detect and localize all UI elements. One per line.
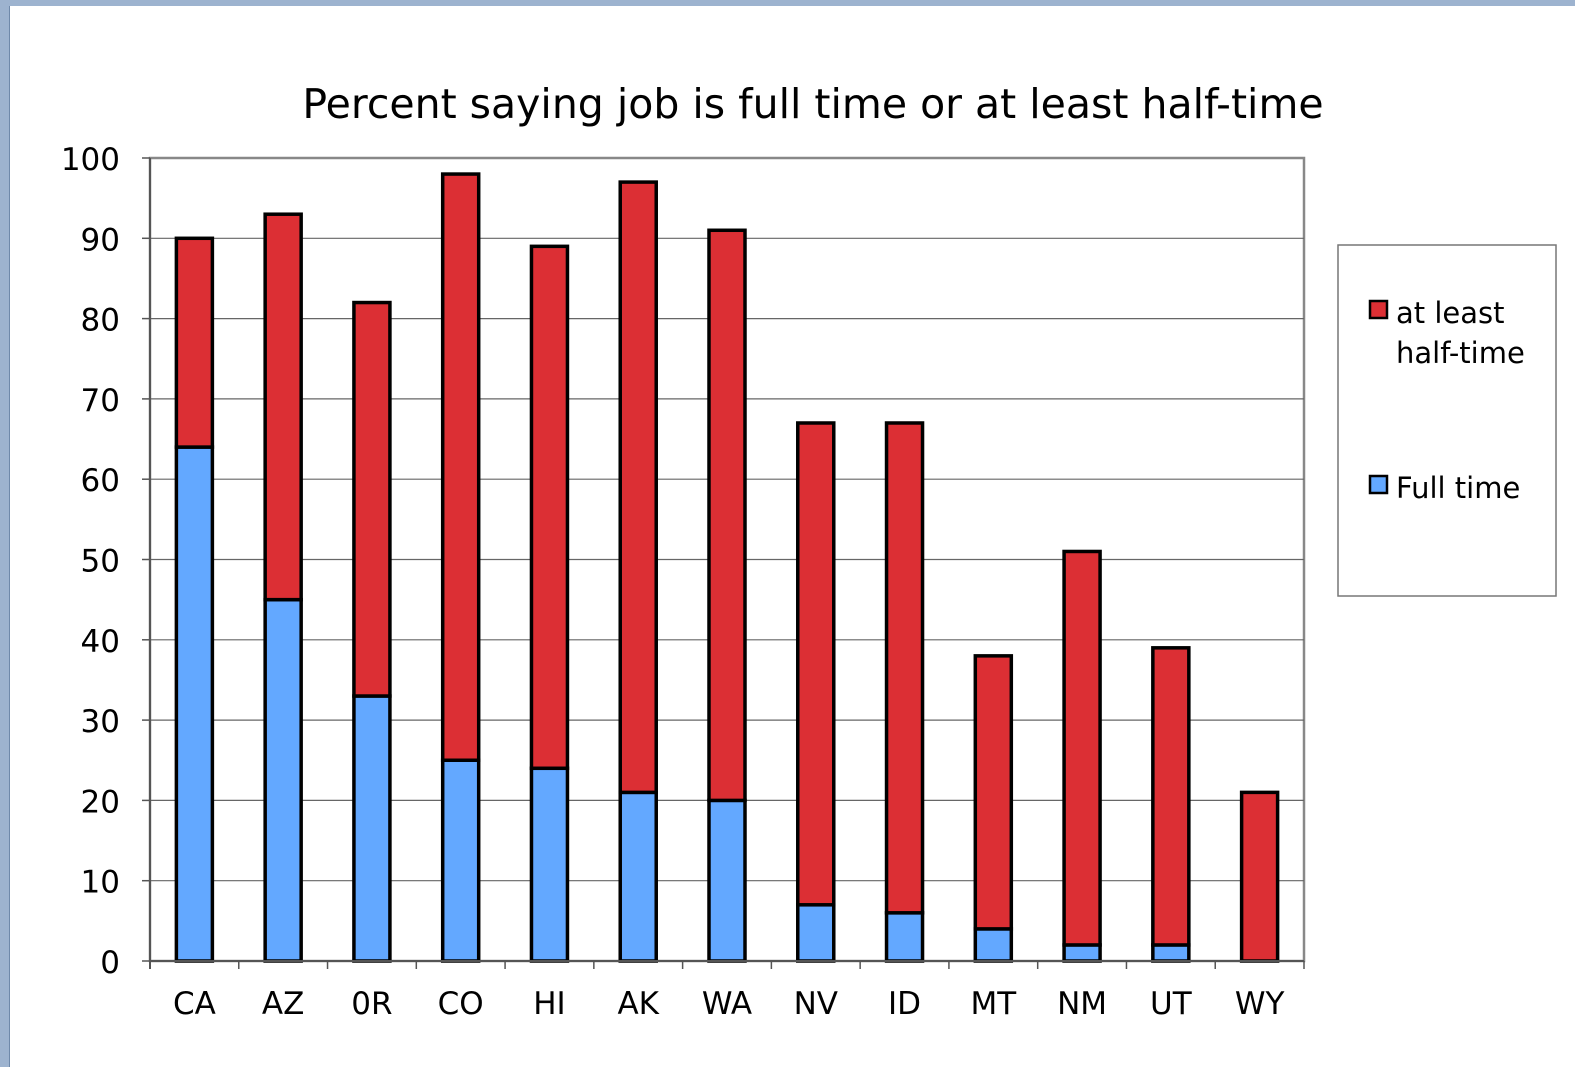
y-tick-label: 20 xyxy=(81,784,120,820)
x-tick-label: WY xyxy=(1235,986,1285,1022)
bar-segment xyxy=(529,766,570,963)
x-tick-label: AZ xyxy=(262,986,304,1022)
x-tick-label: NV xyxy=(794,986,838,1022)
bar-segment xyxy=(1151,943,1191,963)
x-tick-label: CO xyxy=(438,986,484,1022)
bar-segment xyxy=(884,421,925,915)
axes: 0 10 20 30 40 50 60 70 80 90 100 CA AZ 0R CO HI AK WA NV ID… xyxy=(61,142,1305,1022)
bar-segment xyxy=(1151,646,1191,947)
y-tick-label: 70 xyxy=(81,383,120,419)
bar-segment xyxy=(884,911,925,963)
x-tick-label: ID xyxy=(888,986,921,1022)
x-tick-label: AK xyxy=(617,986,659,1022)
bar-segment xyxy=(1062,549,1102,947)
bar-segment xyxy=(618,180,658,795)
bar-segment xyxy=(618,790,658,963)
y-tick-label: 100 xyxy=(61,142,120,178)
bar-segment xyxy=(174,445,215,963)
legend-label: at least xyxy=(1396,296,1505,330)
bar-segment xyxy=(263,212,303,602)
legend-label: half-time xyxy=(1396,336,1525,370)
y-tick-label: 80 xyxy=(81,303,120,339)
slide-top-border xyxy=(0,0,1575,6)
x-tick-label: CA xyxy=(173,986,216,1022)
bar-segment xyxy=(440,758,481,963)
bar-segment xyxy=(796,421,836,907)
x-tick-label: UT xyxy=(1150,986,1193,1022)
bar-segment xyxy=(796,903,836,963)
legend-swatch xyxy=(1368,299,1389,320)
y-tick-label: 50 xyxy=(81,544,120,580)
chart-title: Percent saying job is full time or at le… xyxy=(302,80,1323,128)
y-tick-label: 0 xyxy=(100,945,120,981)
legend-box xyxy=(1337,244,1557,597)
bar-segment xyxy=(352,300,392,698)
x-tick-label: NM xyxy=(1057,986,1107,1022)
legend-label: Full time xyxy=(1396,471,1520,505)
bar-segment xyxy=(174,236,215,449)
legend: at least half-time Full time xyxy=(1337,244,1557,597)
bar-segment xyxy=(440,172,481,762)
bars xyxy=(174,172,1280,963)
bar-segment xyxy=(1062,943,1102,963)
bar-segment xyxy=(529,244,570,771)
bar-segment xyxy=(1239,790,1280,963)
y-tick-label: 30 xyxy=(81,704,120,740)
bar-segment xyxy=(707,228,747,803)
slide-left-border xyxy=(0,0,10,1067)
x-tick-label: MT xyxy=(970,986,1017,1022)
y-tick-label: 10 xyxy=(81,865,120,901)
y-tick-label: 40 xyxy=(81,624,120,660)
legend-swatch xyxy=(1368,474,1389,495)
bar-segment xyxy=(973,927,1014,963)
x-tick-label: HI xyxy=(533,986,565,1022)
bar-segment xyxy=(352,694,392,963)
bar-segment xyxy=(263,597,303,963)
y-tick-label: 60 xyxy=(81,463,120,499)
slide-left-border-edge xyxy=(9,6,10,1067)
x-tick-label: 0R xyxy=(351,986,392,1022)
x-tick-label: WA xyxy=(702,986,752,1022)
bar-segment xyxy=(707,798,747,963)
y-tick-label: 90 xyxy=(81,222,120,258)
bar-segment xyxy=(973,654,1014,931)
